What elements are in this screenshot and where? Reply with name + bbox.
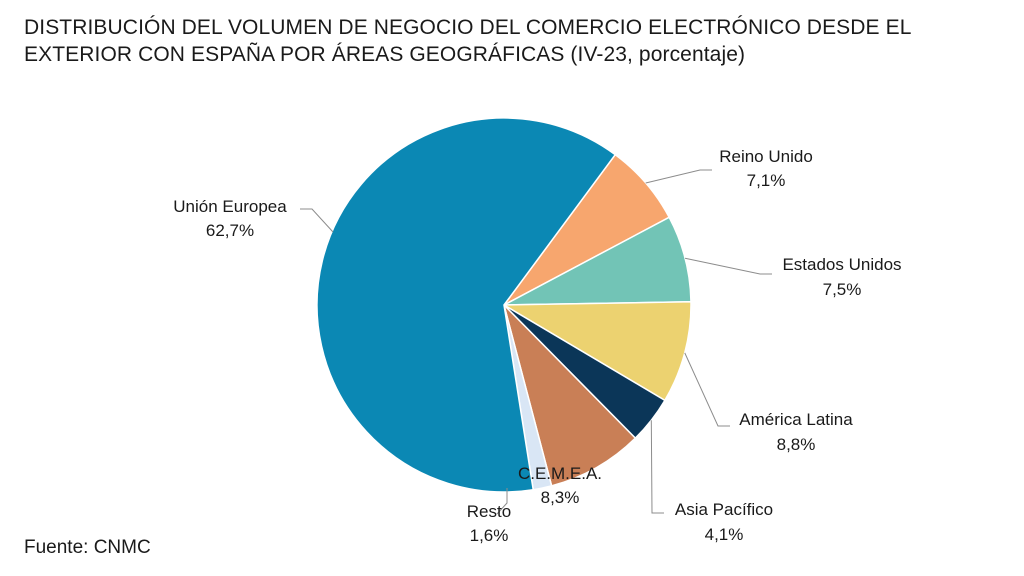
slice-label-resto: Resto xyxy=(467,502,511,521)
slice-label-asia-pacifico: Asia Pacífico xyxy=(675,500,773,519)
pie-slices xyxy=(316,117,692,493)
leader-line-reino-unido xyxy=(645,169,712,184)
slice-value-resto: 1,6% xyxy=(470,526,509,545)
slice-label-america-latina: América Latina xyxy=(739,410,853,429)
leader-line-resto xyxy=(496,488,508,515)
slice-label-union-europea: Unión Europea xyxy=(173,197,287,216)
leader-line-union-europea xyxy=(300,208,334,233)
chart-title-line-2: EXTERIOR CON ESPAÑA POR ÁREAS GEOGRÁFICA… xyxy=(24,43,746,66)
slice-c-e-m-e-a xyxy=(502,302,637,487)
slice-union-europea xyxy=(316,117,617,493)
slice-value-estados-unidos: 7,5% xyxy=(823,280,862,299)
chart-title: DISTRIBUCIÓN DEL VOLUMEN DE NEGOCIO DEL … xyxy=(24,14,1004,68)
pie-labels: Reino Unido 7,1% Estados Unidos 7,5% América… xyxy=(173,147,901,545)
leader-line-estados-unidos xyxy=(684,257,772,275)
slice-value-c-e-m-e-a: 8,3% xyxy=(541,488,580,507)
slice-label-reino-unido: Reino Unido xyxy=(719,147,813,166)
slice-label-c-e-m-e-a: C.E.M.E.A. xyxy=(518,464,602,483)
slice-value-america-latina: 8,8% xyxy=(777,435,816,454)
slice-value-reino-unido: 7,1% xyxy=(747,171,786,190)
leader-line-asia-pacifico xyxy=(650,420,664,514)
chart-title-line-1: DISTRIBUCIÓN DEL VOLUMEN DE NEGOCIO DEL … xyxy=(24,16,912,39)
slice-value-union-europea: 62,7% xyxy=(206,221,254,240)
slice-value-asia-pacifico: 4,1% xyxy=(705,525,744,544)
slice-label-estados-unidos: Estados Unidos xyxy=(782,255,901,274)
source-note: Fuente: CNMC xyxy=(24,537,151,558)
leader-line-america-latina xyxy=(684,352,730,427)
